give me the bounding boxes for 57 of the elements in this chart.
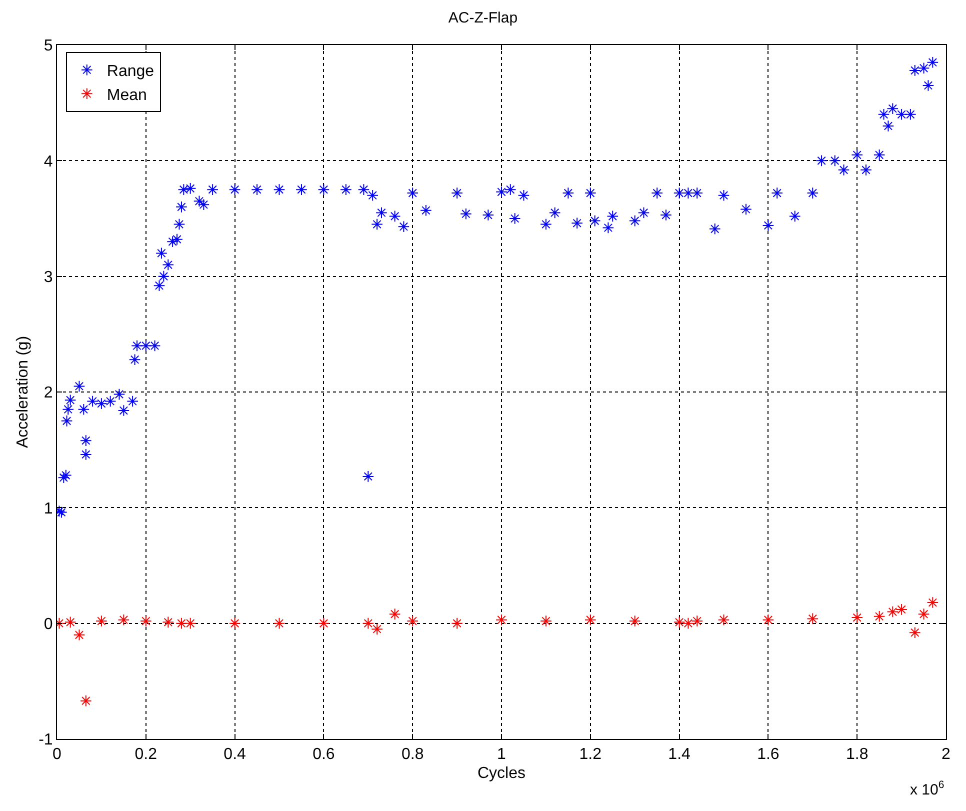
point: [584, 614, 596, 626]
point: [451, 617, 463, 630]
y-tick-label: 0: [44, 616, 53, 633]
point: [806, 612, 819, 625]
point: [362, 617, 374, 630]
point: [682, 617, 694, 630]
y-tick-label: 4: [44, 153, 53, 170]
point: [496, 614, 508, 626]
y-tick-label: 5: [44, 38, 53, 55]
point: [228, 617, 241, 630]
point: [73, 629, 86, 641]
point: [540, 615, 552, 627]
x-tick-label: 0.6: [312, 746, 335, 764]
x-tick-label: 1.6: [757, 746, 780, 764]
x-tick-label: 1: [497, 746, 506, 764]
chart-title: AC-Z-Flap: [448, 10, 518, 27]
point: [673, 616, 686, 628]
y-tick-label: 1: [44, 500, 53, 518]
point: [691, 615, 703, 627]
point: [886, 606, 899, 618]
point: [80, 694, 92, 707]
point: [273, 617, 286, 630]
point: [926, 596, 939, 608]
point: [918, 608, 930, 620]
point: [184, 617, 196, 630]
point: [371, 623, 383, 636]
point: [118, 614, 130, 626]
point: [908, 626, 921, 638]
point: [318, 617, 330, 630]
point: [176, 617, 188, 630]
y-tick-label: 2: [44, 384, 53, 402]
point: [851, 612, 863, 624]
x-tick-label: 1.4: [668, 746, 691, 764]
x-tick-label: 0.2: [134, 746, 158, 764]
point: [628, 615, 641, 627]
point: [388, 608, 401, 620]
x-tick-label: 0.4: [224, 746, 246, 764]
y-axis-title: Acceleration (g): [14, 336, 32, 448]
point: [96, 615, 108, 627]
point: [762, 614, 774, 626]
point: [406, 615, 418, 627]
x-axis-title: Cycles: [477, 764, 526, 782]
x-tick-label: 1.8: [846, 746, 868, 764]
point: [64, 616, 76, 628]
point: [896, 604, 908, 616]
point: [718, 614, 730, 626]
y-tick-label: 3: [44, 268, 53, 286]
x-tick-label: 1.2: [579, 746, 602, 764]
text: x 10$^{6}$: [910, 779, 944, 798]
point: [873, 610, 886, 622]
x-tick-label: 2: [942, 746, 951, 764]
legend-label: Mean: [106, 86, 147, 104]
x-tick-label: 0.8: [401, 746, 424, 764]
point: [162, 616, 174, 628]
y-tick-label: -1: [38, 732, 53, 749]
legend-label: Range: [106, 63, 154, 80]
point: [140, 615, 152, 627]
